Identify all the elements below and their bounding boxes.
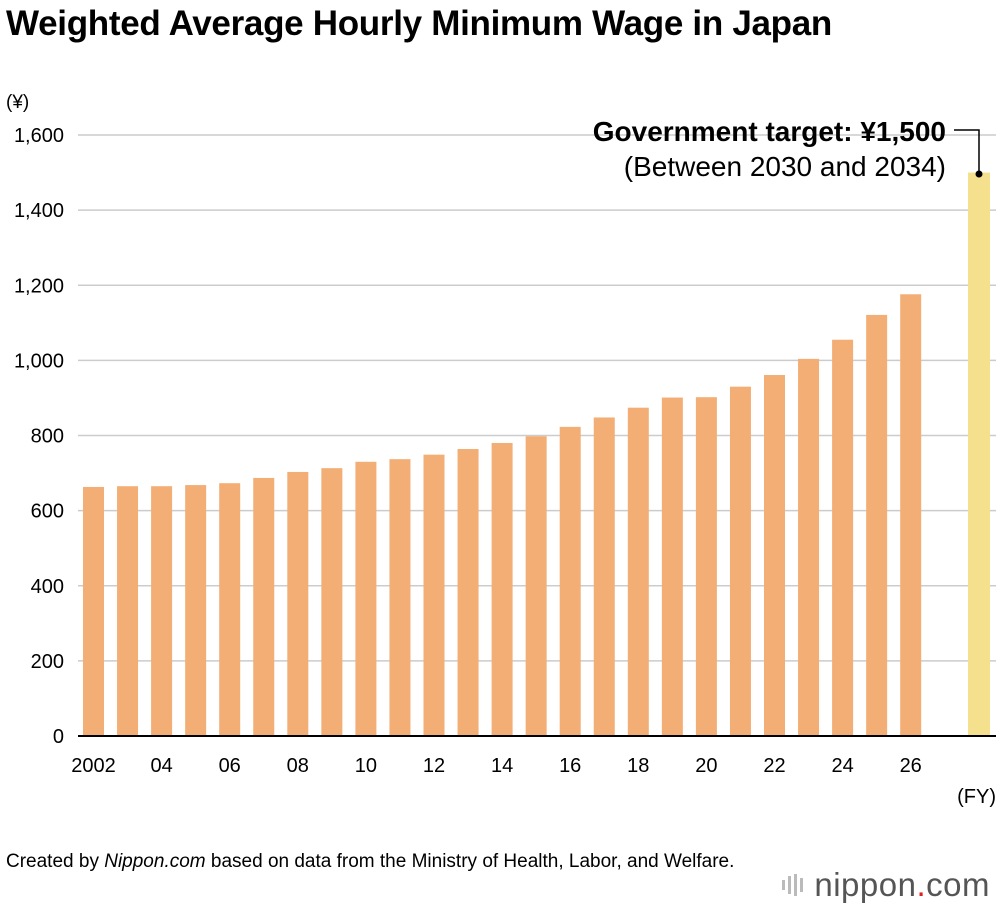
bar-2016 [559,426,581,736]
bar-2025 [866,314,888,736]
bar-2006 [219,483,241,736]
logo-text-b: com [926,866,990,903]
x-tick-label: 22 [763,755,785,777]
bar-2023 [798,358,820,736]
chart-title: Weighted Average Hourly Minimum Wage in … [6,4,832,43]
x-tick-label: 16 [559,755,581,777]
x-axis-unit: (FY) [957,786,996,808]
target-leader-line [954,129,980,172]
y-tick-label: 1,600 [14,125,64,147]
target-sublabel: (Between 2030 and 2034) [624,151,946,182]
bar-2011 [389,459,411,736]
bar-2005 [185,485,207,736]
credit-prefix: Created by [6,851,105,872]
credit-suffix: based on data from the Ministry of Healt… [205,851,735,872]
x-tick-label: 14 [491,755,513,777]
y-tick-label: 600 [31,501,64,523]
bar-2009 [321,468,343,736]
target-annotation: Government target: ¥1,500 (Between 2030 a… [593,116,983,182]
bar-2002 [83,486,104,736]
bar-2014 [491,443,513,736]
logo-text-a: nippon [814,866,917,903]
y-tick-label: 1,200 [14,275,64,297]
y-tick-label: 800 [31,426,64,448]
nippon-logo: nippon. com [780,866,990,904]
y-axis-unit: (¥) [6,92,29,113]
y-tick-label: 1,000 [14,350,64,372]
x-tick-label: 04 [150,755,172,777]
bars [83,172,990,736]
bar-2013 [457,449,479,736]
target-bar [968,172,990,736]
bar-2018 [627,407,649,736]
bar-2026 [900,294,922,736]
x-tick-label: 10 [355,755,377,777]
bar-2012 [423,454,445,736]
logo-dot: . [916,866,927,903]
bar-2010 [355,461,377,736]
bar-2003 [117,486,139,736]
x-tick-label: 12 [423,755,445,777]
bar-2021 [729,386,751,736]
target-leader-dot [975,170,983,178]
x-tick-label: 18 [627,755,649,777]
x-tick-label: 24 [831,755,853,777]
y-tick-label: 1,400 [14,200,64,222]
bar-2015 [525,436,547,736]
x-axis: 2002 04 06 08 10 12 14 16 18 20 22 24 26 (FY) [71,735,996,808]
bar-2004 [151,486,173,736]
bar-2024 [832,339,854,736]
bar-2022 [764,375,785,736]
bar-2019 [661,397,683,736]
logo-bars-icon [782,874,804,896]
y-tick-label: 0 [53,726,64,748]
bar-2017 [593,417,615,736]
y-tick-label: 200 [31,651,64,673]
y-axis: (¥) 0 200 400 600 800 1,000 1,200 1,400 1,600 [6,92,64,748]
y-tick-label: 400 [31,576,64,598]
x-tick-label: 08 [287,755,309,777]
target-label: Government target: ¥1,500 [593,116,946,147]
credit-source: Nippon.com [104,851,206,872]
bar-2008 [287,471,309,736]
bar-2007 [253,477,275,736]
x-tick-label: 26 [900,755,922,777]
bar-2020 [695,397,717,736]
source-credit: Created by Nippon.com based on data from… [6,849,766,875]
x-tick-label: 20 [695,755,717,777]
x-tick-label: 2002 [71,755,116,777]
x-tick-label: 06 [219,755,241,777]
